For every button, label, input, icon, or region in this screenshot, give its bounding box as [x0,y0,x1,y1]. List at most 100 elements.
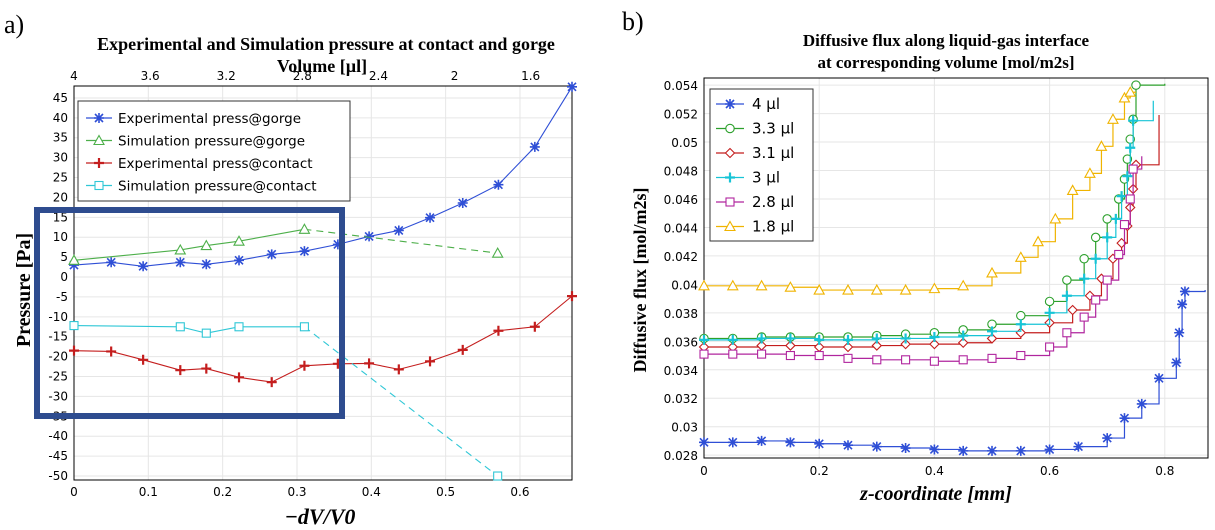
data-point [727,334,738,345]
data-point [364,358,375,369]
legend-b: 4 µl 3.3 µl 3.1 µl 3 µl 2.8 µl 1.8 µl [709,88,814,242]
data-point [1079,312,1089,322]
top-tick-label: 2.4 [369,69,388,83]
data-point [1062,275,1072,285]
data-point [785,340,796,351]
data-point [457,344,468,355]
data-point [958,330,969,341]
data-point [727,437,738,448]
data-point [1095,140,1108,151]
legend-label: Experimental press@contact [118,156,313,172]
data-point [1125,194,1135,204]
data-point [756,435,767,446]
data-point [1102,232,1113,243]
data-point [843,440,853,451]
data-point [1079,273,1090,284]
series-line-2 [73,295,573,383]
data-point [175,365,186,376]
legend-frame [77,100,351,202]
ytick-label: 0.032 [664,392,698,406]
chart-b-ylabel: Diffusive flux [mol/m2s] [630,188,650,373]
ytick-label: 45 [53,91,68,105]
data-point [106,257,117,268]
data-point [1102,214,1112,224]
chart-a-ylabel: Pressure [Pa] [13,233,35,347]
data-point [986,266,998,278]
chart-a-title: Experimental and Simulation pressure at … [97,34,555,54]
data-point [756,333,767,344]
data-point [1125,142,1136,153]
legend-label: 1.8 µl [752,218,794,236]
legend-label: 2.8 µl [752,193,794,211]
xtick-label: 0.2 [810,464,829,478]
data-point [1136,398,1147,409]
ytick-label: 0.042 [664,250,698,264]
data-point [957,279,970,291]
data-point [1083,167,1096,178]
data-point [299,246,310,257]
data-point [957,337,969,348]
data-point [843,334,853,345]
data-point [1016,350,1026,361]
legend-label: Simulation pressure@gorge [118,134,305,150]
data-point [529,321,540,332]
ytick-label: 15 [53,210,68,224]
ytick-label: -40 [48,429,68,443]
data-point [266,377,277,388]
data-point [1090,253,1101,264]
data-point [1177,299,1188,310]
ytick-label: 40 [53,111,68,125]
ytick-label: 0.038 [664,307,698,321]
legend-marker [725,172,735,183]
data-point [1067,304,1078,316]
ytick-label: 20 [53,190,68,204]
ytick-label: -50 [48,469,68,483]
legend-marker [725,123,735,134]
data-point [299,322,309,332]
legend-marker [725,197,735,207]
xtick-label: 0.1 [139,485,158,499]
data-point [1119,220,1130,230]
data-point [200,239,213,251]
ytick-label: 0 [60,270,68,284]
data-point [364,231,375,242]
xtick-label: 0.4 [362,485,381,499]
data-point [871,441,882,452]
data-point [491,247,504,258]
chart-b-title: Diffusive flux along liquid-gas interfac… [803,31,1090,50]
data-point [813,283,826,295]
data-point [843,353,853,363]
data-point [1079,253,1089,264]
legend-marker [724,220,736,232]
data-point [785,350,795,361]
data-point [1122,171,1133,182]
legend-label: Experimental press@gorge [118,111,301,127]
data-point [728,349,738,359]
top-tick-label: 3.2 [217,69,236,83]
ytick-label: 0.036 [664,335,698,349]
data-point [1131,80,1141,90]
xtick-label: 0.8 [1155,464,1174,478]
chart-b: 0.028 0.03 0.032 0.034 0.036 0.038 0.04 0.042 0.… [664,77,1209,478]
data-point [201,259,212,270]
data-point [929,338,940,350]
data-point [1061,290,1072,301]
data-point [987,353,997,363]
data-point [958,355,968,365]
data-point [1014,251,1027,262]
top-tick-label: 4 [70,69,78,83]
data-point [1174,327,1185,338]
top-tick-label: 1.6 [521,69,540,83]
data-point [929,332,940,343]
data-point [174,243,187,255]
data-point [493,471,503,481]
data-point [958,445,969,456]
plot-frame-b [703,77,1209,459]
legend-label: 3.3 µl [752,120,794,138]
data-point [698,279,710,291]
xtick-label: 0.4 [925,464,944,478]
data-point [987,326,997,337]
ytick-label: 0.048 [664,165,698,179]
ytick-label: -5 [56,290,68,304]
data-point [755,279,768,291]
